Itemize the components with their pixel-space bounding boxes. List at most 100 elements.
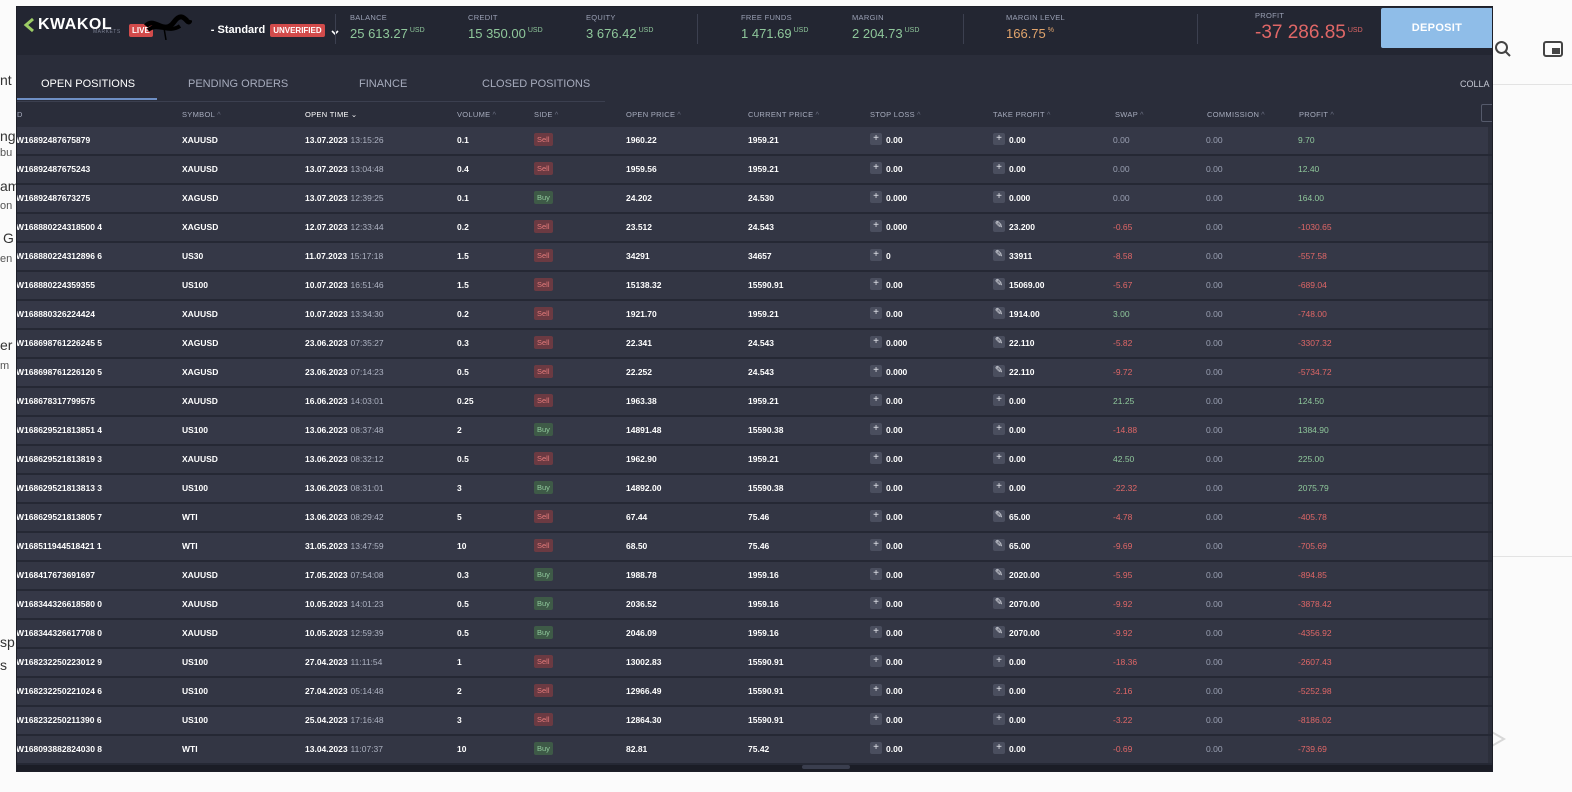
row-action-handle[interactable]: [1488, 504, 1492, 531]
row-action-handle[interactable]: [1488, 475, 1492, 502]
table-row[interactable]: W168698761226245 5 XAGUSD 23.06.2023 07:35:…: [17, 330, 1492, 359]
row-action-handle[interactable]: [1488, 678, 1492, 705]
row-action-handle[interactable]: [1488, 736, 1492, 763]
search-icon[interactable]: [1492, 38, 1514, 60]
header-swap[interactable]: SWAP ^: [1115, 110, 1144, 119]
add-take-profit-icon[interactable]: +: [993, 133, 1005, 145]
edit-take-profit-icon[interactable]: ✎: [993, 336, 1005, 348]
add-stop-loss-icon[interactable]: +: [870, 191, 882, 203]
row-action-handle[interactable]: [1488, 243, 1492, 270]
table-row[interactable]: W168629521813805 7 WTI 13.06.2023 08:29:42 5…: [17, 504, 1492, 533]
add-take-profit-icon[interactable]: +: [993, 742, 1005, 754]
add-stop-loss-icon[interactable]: +: [870, 597, 882, 609]
add-take-profit-icon[interactable]: +: [993, 481, 1005, 493]
edit-take-profit-icon[interactable]: ✎: [993, 597, 1005, 609]
row-action-handle[interactable]: [1488, 214, 1492, 241]
add-stop-loss-icon[interactable]: +: [870, 539, 882, 551]
add-take-profit-icon[interactable]: +: [993, 452, 1005, 464]
add-take-profit-icon[interactable]: +: [993, 713, 1005, 725]
header-stop-loss[interactable]: STOP LOSS ^: [870, 110, 921, 119]
row-action-handle[interactable]: [1488, 272, 1492, 299]
add-stop-loss-icon[interactable]: +: [870, 394, 882, 406]
add-stop-loss-icon[interactable]: +: [870, 510, 882, 522]
add-stop-loss-icon[interactable]: +: [870, 307, 882, 319]
add-stop-loss-icon[interactable]: +: [870, 278, 882, 290]
add-take-profit-icon[interactable]: +: [993, 655, 1005, 667]
add-stop-loss-icon[interactable]: +: [870, 684, 882, 696]
add-stop-loss-icon[interactable]: +: [870, 162, 882, 174]
row-action-handle[interactable]: [1488, 649, 1492, 676]
tab-open-positions[interactable]: OPEN POSITIONS: [41, 77, 136, 90]
table-row[interactable]: W168678317799575 XAUUSD 16.06.2023 14:03:01…: [17, 388, 1492, 417]
add-stop-loss-icon[interactable]: +: [870, 452, 882, 464]
add-stop-loss-icon[interactable]: +: [870, 365, 882, 377]
table-row[interactable]: W168629521813851 4 US100 13.06.2023 08:37:4…: [17, 417, 1492, 446]
row-action-handle[interactable]: [1488, 359, 1492, 386]
add-stop-loss-icon[interactable]: +: [870, 423, 882, 435]
edit-take-profit-icon[interactable]: ✎: [993, 510, 1005, 522]
header-volume[interactable]: VOLUME ^: [457, 110, 497, 119]
table-row[interactable]: W168880224359355 US100 10.07.2023 16:51:46 1…: [17, 272, 1492, 301]
add-stop-loss-icon[interactable]: +: [870, 336, 882, 348]
row-action-handle[interactable]: [1488, 185, 1492, 212]
header-profit[interactable]: PROFIT ^: [1299, 110, 1335, 119]
add-take-profit-icon[interactable]: +: [993, 394, 1005, 406]
table-row[interactable]: W168880224318500 4 XAGUSD 12.07.2023 12:33:…: [17, 214, 1492, 243]
table-row[interactable]: W16892487675243 XAUUSD 13.07.2023 13:04:48 0…: [17, 156, 1492, 185]
table-row[interactable]: W16892487675879 XAUUSD 13.07.2023 13:15:26 0…: [17, 127, 1492, 156]
row-action-handle[interactable]: [1488, 533, 1492, 560]
add-stop-loss-icon[interactable]: +: [870, 220, 882, 232]
add-take-profit-icon[interactable]: +: [993, 191, 1005, 203]
row-action-handle[interactable]: [1488, 301, 1492, 328]
table-row[interactable]: W168232250223012 9 US100 27.04.2023 11:11:5…: [17, 649, 1492, 678]
header-symbol[interactable]: SYMBOL ^: [182, 110, 221, 119]
header-open-price[interactable]: OPEN PRICE ^: [626, 110, 682, 119]
edit-take-profit-icon[interactable]: ✎: [993, 365, 1005, 377]
add-stop-loss-icon[interactable]: +: [870, 626, 882, 638]
table-row[interactable]: W168417673691697 XAUUSD 17.05.2023 07:54:08…: [17, 562, 1492, 591]
table-row[interactable]: W168698761226120 5 XAGUSD 23.06.2023 07:14:…: [17, 359, 1492, 388]
row-action-handle[interactable]: [1488, 707, 1492, 734]
add-stop-loss-icon[interactable]: +: [870, 249, 882, 261]
tab-pending-orders[interactable]: PENDING ORDERS: [188, 77, 289, 90]
row-action-handle[interactable]: [1488, 156, 1492, 183]
edit-take-profit-icon[interactable]: ✎: [993, 568, 1005, 580]
header-side[interactable]: SIDE ^: [534, 110, 559, 119]
deposit-button[interactable]: DEPOSIT: [1381, 8, 1492, 48]
row-action-handle[interactable]: [1488, 620, 1492, 647]
header-current-price[interactable]: CURRENT PRICE ^: [748, 110, 820, 119]
tab-finance[interactable]: FINANCE: [359, 77, 408, 90]
row-action-handle[interactable]: [1488, 417, 1492, 444]
add-take-profit-icon[interactable]: +: [993, 162, 1005, 174]
edit-take-profit-icon[interactable]: ✎: [993, 539, 1005, 551]
add-stop-loss-icon[interactable]: +: [870, 713, 882, 725]
header-take-profit[interactable]: TAKE PROFIT ^: [993, 110, 1051, 119]
header-open-time[interactable]: OPEN TIME ⌄: [305, 110, 358, 119]
add-take-profit-icon[interactable]: +: [993, 684, 1005, 696]
table-row[interactable]: W16892487673275 XAGUSD 13.07.2023 12:39:25 0…: [17, 185, 1492, 214]
edit-take-profit-icon[interactable]: ✎: [993, 220, 1005, 232]
row-action-handle[interactable]: [1488, 562, 1492, 589]
table-row[interactable]: W168629521813813 3 US100 13.06.2023 08:31:0…: [17, 475, 1492, 504]
row-action-handle[interactable]: [1488, 591, 1492, 618]
edit-take-profit-icon[interactable]: ✎: [993, 626, 1005, 638]
header-id[interactable]: D: [17, 110, 23, 119]
account-selector[interactable]: LIVE - Standard UNVERIFIED: [129, 14, 340, 40]
edit-take-profit-icon[interactable]: ✎: [993, 249, 1005, 261]
table-row[interactable]: W168344326617708 0 XAUUSD 10.05.2023 12:59:…: [17, 620, 1492, 649]
table-row[interactable]: W168344326618580 0 XAUUSD 10.05.2023 14:01:…: [17, 591, 1492, 620]
tab-closed-positions[interactable]: CLOSED POSITIONS: [482, 77, 591, 90]
table-row[interactable]: W168232250211390 6 US100 25.04.2023 17:16:4…: [17, 707, 1492, 736]
chevron-down-icon[interactable]: [330, 25, 340, 36]
table-row[interactable]: W168629521813819 3 XAUUSD 13.06.2023 08:32:…: [17, 446, 1492, 475]
row-action-handle[interactable]: [1488, 446, 1492, 473]
add-stop-loss-icon[interactable]: +: [870, 481, 882, 493]
table-row[interactable]: W168093882824030 8 WTI 13.04.2023 11:07:37 1…: [17, 736, 1492, 765]
resize-handle[interactable]: [802, 765, 850, 769]
add-take-profit-icon[interactable]: +: [993, 423, 1005, 435]
column-settings-button[interactable]: [1481, 104, 1492, 122]
add-stop-loss-icon[interactable]: +: [870, 568, 882, 580]
table-row[interactable]: W168232250221024 6 US100 27.04.2023 05:14:4…: [17, 678, 1492, 707]
picture-in-picture-icon[interactable]: [1542, 38, 1564, 60]
header-commission[interactable]: COMMISSION ^: [1207, 110, 1265, 119]
